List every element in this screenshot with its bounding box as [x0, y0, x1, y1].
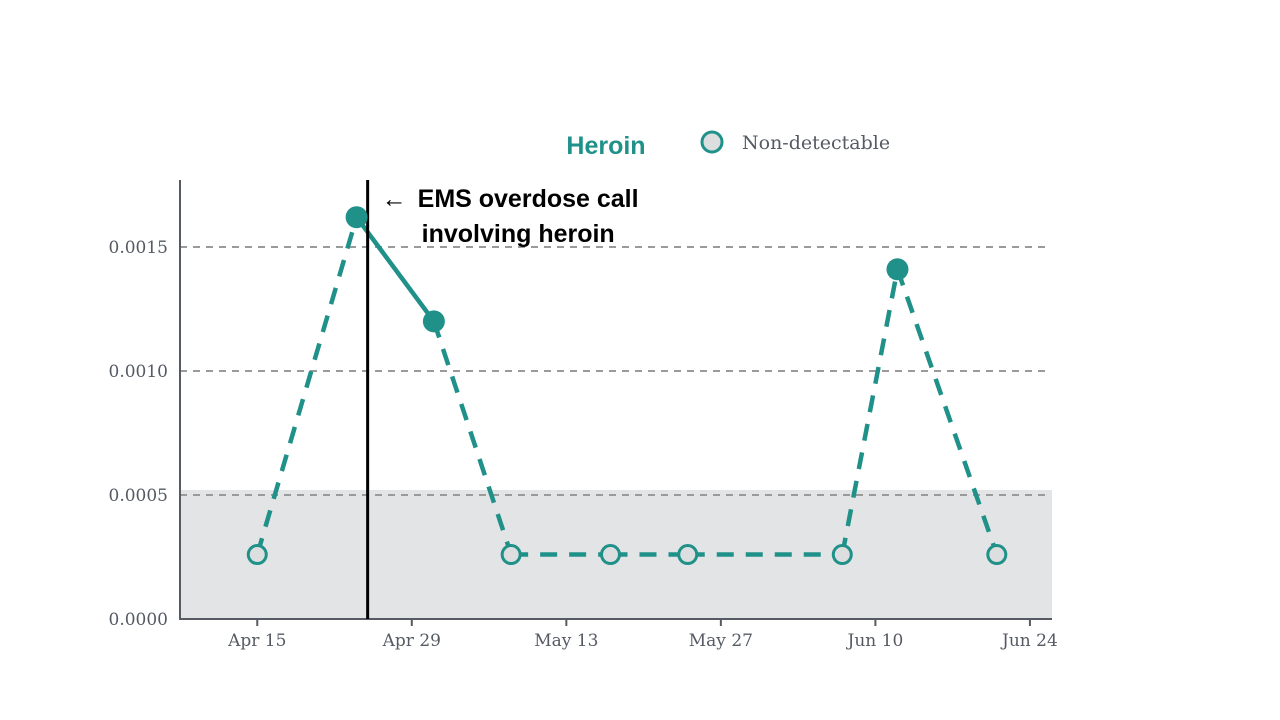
data-point-detected	[422, 310, 445, 333]
annotation-text-line-1: EMS overdose call	[418, 185, 639, 213]
data-point-non-detectable	[500, 544, 522, 566]
x-tick-label: Jun 10	[846, 631, 904, 651]
x-tick-label: Apr 15	[227, 631, 286, 651]
y-tick-label: 0.0005	[109, 486, 168, 506]
data-point-layer	[246, 206, 1008, 566]
x-tick-label: Apr 29	[382, 631, 441, 651]
y-tick-label: 0.0015	[109, 238, 168, 258]
legend-non-detectable-marker	[700, 130, 724, 154]
data-point-detected	[345, 206, 368, 229]
annotation-layer: ← EMS overdose call involving heroin	[366, 180, 639, 619]
data-point-non-detectable	[831, 544, 853, 566]
y-tick-label: 0.0010	[109, 362, 168, 382]
x-tick-label: May 13	[534, 631, 598, 651]
series-segment	[840, 268, 900, 555]
grid-layer	[180, 245, 1048, 496]
annotation-arrow: ←	[382, 185, 407, 213]
series-segment	[255, 216, 359, 556]
data-point-non-detectable	[599, 544, 621, 566]
x-tick-label: May 27	[689, 631, 753, 651]
annotation-text-line-2: involving heroin	[422, 220, 615, 248]
series-segment	[354, 215, 436, 323]
legend-non-detectable-label: Non-detectable	[742, 132, 890, 154]
x-tick-label: Jun 24	[1000, 631, 1058, 651]
series-segment	[895, 268, 999, 556]
chart-title: Heroin	[566, 132, 645, 160]
series-segment	[431, 320, 514, 556]
data-point-non-detectable	[246, 544, 268, 566]
data-point-non-detectable	[986, 544, 1008, 566]
data-point-detected	[886, 258, 909, 281]
data-point-non-detectable	[677, 544, 699, 566]
y-tick-label: 0.0000	[109, 610, 168, 630]
legend: Heroin Non-detectable	[566, 130, 890, 160]
axis-layer: 0.0000 0.0005 0.0010 0.0015 Apr 15 Apr 29 May …	[109, 180, 1058, 651]
series-line-layer	[255, 215, 999, 557]
